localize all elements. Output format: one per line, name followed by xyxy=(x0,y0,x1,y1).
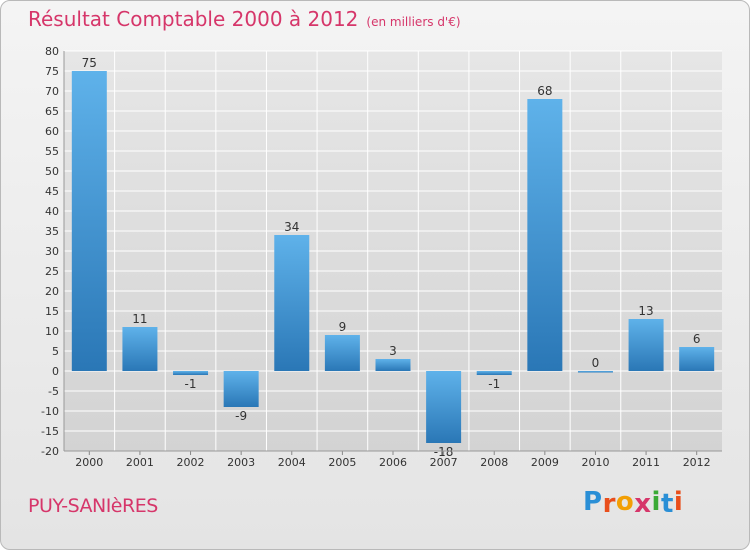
bar-2001 xyxy=(122,327,158,371)
value-label-2000: 75 xyxy=(82,56,97,70)
y-tick-label: -10 xyxy=(41,405,59,418)
bar-2010 xyxy=(577,371,613,373)
x-tick-label: 2012 xyxy=(683,456,711,469)
bar-2007 xyxy=(426,371,462,443)
logo-letter: t xyxy=(660,489,674,519)
x-tick-label: 2004 xyxy=(278,456,306,469)
bar-2009 xyxy=(527,99,563,371)
value-label-2012: 6 xyxy=(693,332,701,346)
logo-letter: x xyxy=(634,489,652,519)
y-tick-label: -15 xyxy=(41,425,59,438)
value-label-2001: 11 xyxy=(132,312,147,326)
value-label-2006: 3 xyxy=(389,344,397,358)
value-label-2004: 34 xyxy=(284,220,299,234)
x-tick-label: 2002 xyxy=(177,456,205,469)
logo-letter: r xyxy=(602,489,616,519)
bar-2005 xyxy=(324,335,360,371)
chart-title-text: Résultat Comptable 2000 à 2012 xyxy=(28,7,359,31)
bar-2006 xyxy=(375,359,411,371)
y-tick-label: 80 xyxy=(45,45,59,58)
x-tick-label: 2011 xyxy=(632,456,660,469)
y-tick-label: 35 xyxy=(45,225,59,238)
value-label-2002: -1 xyxy=(185,377,197,391)
y-tick-label: -20 xyxy=(41,445,59,458)
proxiti-logo: Proxiti xyxy=(583,487,684,519)
x-tick-label: 2001 xyxy=(126,456,154,469)
commune-name: PUY-SANIèRES xyxy=(28,495,158,517)
x-tick-label: 2009 xyxy=(531,456,559,469)
y-tick-label: 40 xyxy=(45,205,59,218)
y-tick-label: 45 xyxy=(45,185,59,198)
bar-2011 xyxy=(628,319,664,371)
bar-2003 xyxy=(223,371,259,407)
logo-letter: P xyxy=(583,487,603,517)
x-tick-label: 2010 xyxy=(581,456,609,469)
logo-letter: i xyxy=(673,487,684,517)
y-tick-label: 0 xyxy=(52,365,59,378)
y-tick-label: 10 xyxy=(45,325,59,338)
chart-unit-text: (en milliers d'€) xyxy=(366,15,461,29)
y-tick-label: 65 xyxy=(45,105,59,118)
value-label-2011: 13 xyxy=(638,304,653,318)
logo-letter: i xyxy=(651,487,661,517)
x-tick-label: 2006 xyxy=(379,456,407,469)
y-tick-label: 15 xyxy=(45,305,59,318)
y-axis: 80757065605550454035302520151050-5-10-15… xyxy=(41,45,65,458)
bar-2002 xyxy=(173,371,209,375)
value-label-2005: 9 xyxy=(339,320,347,334)
y-tick-label: 55 xyxy=(45,145,59,158)
y-tick-label: 30 xyxy=(45,245,59,258)
bar-2000 xyxy=(71,71,107,371)
gridlines xyxy=(64,50,722,452)
y-tick-label: -5 xyxy=(48,385,59,398)
x-tick-label: 2003 xyxy=(227,456,255,469)
x-tick-label: 2000 xyxy=(75,456,103,469)
y-tick-label: 70 xyxy=(45,85,59,98)
bar-2008 xyxy=(476,371,512,375)
x-tick-label: 2008 xyxy=(480,456,508,469)
y-tick-label: 50 xyxy=(45,165,59,178)
x-axis: 2000 2001 2002 2003 2004 2005 2006 2007 2008 2009… xyxy=(64,450,722,469)
value-label-2008: -1 xyxy=(488,377,500,391)
y-tick-label: 60 xyxy=(45,125,59,138)
logo-letter: o xyxy=(615,487,635,517)
y-tick-label: 20 xyxy=(45,285,59,298)
bars xyxy=(71,71,715,443)
x-tick-label: 2005 xyxy=(328,456,356,469)
bar-2012 xyxy=(679,347,715,371)
x-tick-label: 2007 xyxy=(430,456,458,469)
value-label-2010: 0 xyxy=(592,356,600,370)
chart-title: Résultat Comptable 2000 à 2012 (en millie… xyxy=(28,7,461,31)
value-label-2003: -9 xyxy=(235,409,247,423)
value-label-2009: 68 xyxy=(537,84,552,98)
bar-2004 xyxy=(274,235,310,371)
y-tick-label: 75 xyxy=(45,65,59,78)
y-tick-label: 25 xyxy=(45,265,59,278)
y-tick-label: 5 xyxy=(52,345,59,358)
